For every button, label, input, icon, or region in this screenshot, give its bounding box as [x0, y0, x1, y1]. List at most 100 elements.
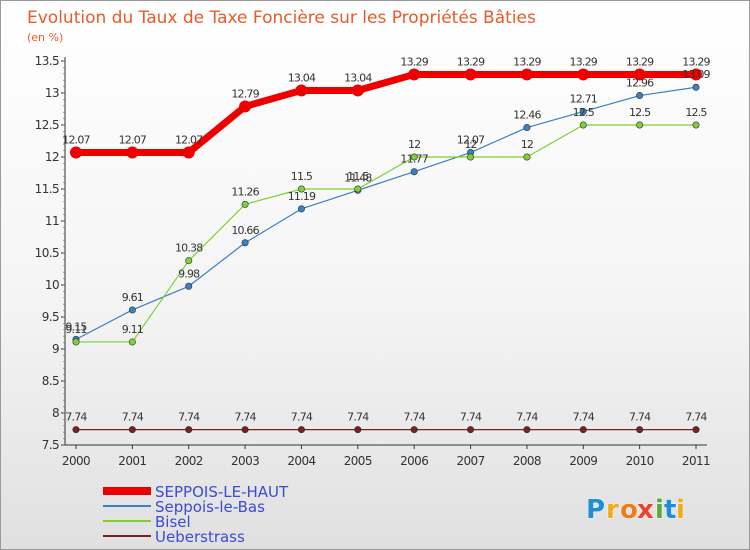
series-line-1 [75, 86, 697, 340]
y-tick-label: 11.5 [35, 182, 59, 196]
data-label: 9.11 [122, 323, 143, 336]
x-tick-label: 2001 [118, 454, 146, 468]
y-tick-label: 10 [45, 278, 59, 292]
data-label: 12.07 [457, 134, 485, 147]
legend-label: Bisel [155, 513, 191, 531]
data-point [410, 168, 418, 176]
data-point [692, 83, 700, 91]
x-tick-label: 2008 [513, 454, 541, 468]
y-tick-label: 7.5 [42, 438, 59, 452]
data-label: 13.29 [400, 55, 428, 68]
brand-letter: r [606, 495, 619, 525]
data-label: 7.74 [234, 411, 256, 424]
data-label: 7.74 [685, 411, 707, 424]
data-labels: 12.07 12.07 12.07 12.79 13.04 13.04 13.29 13.29… [62, 55, 711, 424]
x-tick-label: 2002 [175, 454, 203, 468]
data-label: 11.26 [231, 185, 259, 198]
data-point [241, 426, 249, 434]
data-point [579, 426, 587, 434]
data-point [297, 205, 305, 213]
x-tick-label: 2011 [682, 454, 710, 468]
data-point [354, 185, 362, 193]
data-point [577, 68, 590, 81]
data-label: 7.74 [460, 411, 482, 424]
data-point [241, 239, 249, 247]
series-line-0 [72, 70, 700, 157]
data-label: 13.29 [513, 55, 541, 68]
x-tick-label: 2004 [287, 454, 315, 468]
y-tick-label: 8.5 [42, 374, 59, 388]
data-label: 12 [464, 138, 476, 151]
data-point [692, 426, 700, 434]
data-point [185, 426, 193, 434]
data-label: 11.77 [400, 153, 428, 166]
data-point [636, 121, 644, 129]
data-label: 7.74 [65, 411, 87, 424]
data-point [241, 200, 249, 208]
data-point [72, 426, 80, 434]
data-point [579, 121, 587, 129]
y-tick-label: 13 [45, 86, 59, 100]
data-point [467, 153, 475, 161]
brand-letter: P [586, 495, 605, 525]
data-label: 12.46 [513, 109, 541, 122]
data-label: 7.74 [516, 411, 538, 424]
data-point [464, 68, 477, 81]
data-label: 11.5 [347, 170, 369, 183]
data-point [523, 153, 531, 161]
brand-letter: o [620, 495, 638, 525]
y-tick-label: 9 [52, 342, 59, 356]
data-point [636, 426, 644, 434]
series-line-2 [75, 124, 697, 343]
data-label: 13.09 [682, 68, 710, 81]
data-label: 11.48 [344, 171, 372, 184]
data-point [690, 68, 702, 81]
data-point [523, 426, 531, 434]
brand-letter: i [676, 495, 685, 525]
data-point [636, 92, 644, 100]
data-point [70, 146, 82, 159]
data-label: 13.04 [344, 71, 372, 84]
data-label: 12.5 [629, 106, 651, 119]
y-tick-label: 13.5 [35, 54, 59, 68]
chart-title: Evolution du Taux de Taxe Foncière sur l… [27, 8, 536, 28]
data-point [410, 153, 418, 161]
data-point [185, 282, 193, 290]
series-group [70, 68, 702, 434]
data-label: 12.71 [570, 93, 598, 106]
y-tick-label: 12 [45, 150, 59, 164]
data-point [295, 84, 308, 97]
legend-label: SEPPOIS-LE-HAUT [155, 483, 289, 501]
data-label: 10.38 [175, 242, 203, 255]
data-point [185, 257, 193, 265]
data-point [126, 146, 139, 159]
x-tick-label: 2003 [231, 454, 259, 468]
y-tick-label: 9.5 [42, 310, 59, 324]
data-point [410, 426, 418, 434]
data-point [354, 426, 362, 434]
data-label: 12.96 [626, 77, 654, 90]
x-tick-label: 2009 [569, 454, 597, 468]
x-tick-label: 2006 [400, 454, 428, 468]
y-tick-label: 12.5 [35, 118, 59, 132]
data-label: 13.04 [288, 71, 316, 84]
data-label: 10.66 [231, 224, 259, 237]
data-point [467, 426, 475, 434]
data-label: 7.74 [347, 411, 369, 424]
brand-letter: x [637, 495, 654, 525]
data-point [408, 68, 421, 81]
data-label: 9.98 [178, 267, 200, 280]
data-label: 7.74 [629, 411, 651, 424]
legend: SEPPOIS-LE-HAUTSeppois-le-BasBiselUebers… [103, 483, 289, 546]
data-point [239, 100, 252, 113]
data-label: 12 [408, 138, 420, 151]
data-point [633, 68, 646, 81]
data-point [297, 426, 305, 434]
data-label: 7.74 [122, 411, 144, 424]
data-label: 12.07 [62, 134, 90, 147]
data-point [128, 426, 136, 434]
data-label: 7.74 [404, 411, 426, 424]
data-point [351, 84, 364, 97]
